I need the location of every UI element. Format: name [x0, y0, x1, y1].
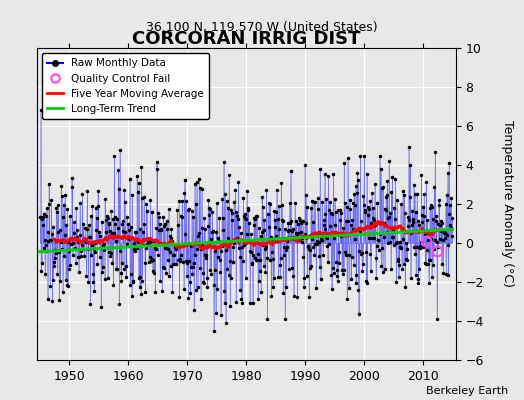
Text: Berkeley Earth: Berkeley Earth: [426, 386, 508, 396]
Text: 36.100 N, 119.570 W (United States): 36.100 N, 119.570 W (United States): [146, 22, 378, 34]
Title: CORCORAN IRRIG DIST: CORCORAN IRRIG DIST: [132, 30, 361, 48]
Legend: Raw Monthly Data, Quality Control Fail, Five Year Moving Average, Long-Term Tren: Raw Monthly Data, Quality Control Fail, …: [42, 53, 209, 119]
Y-axis label: Temperature Anomaly (°C): Temperature Anomaly (°C): [500, 120, 514, 288]
